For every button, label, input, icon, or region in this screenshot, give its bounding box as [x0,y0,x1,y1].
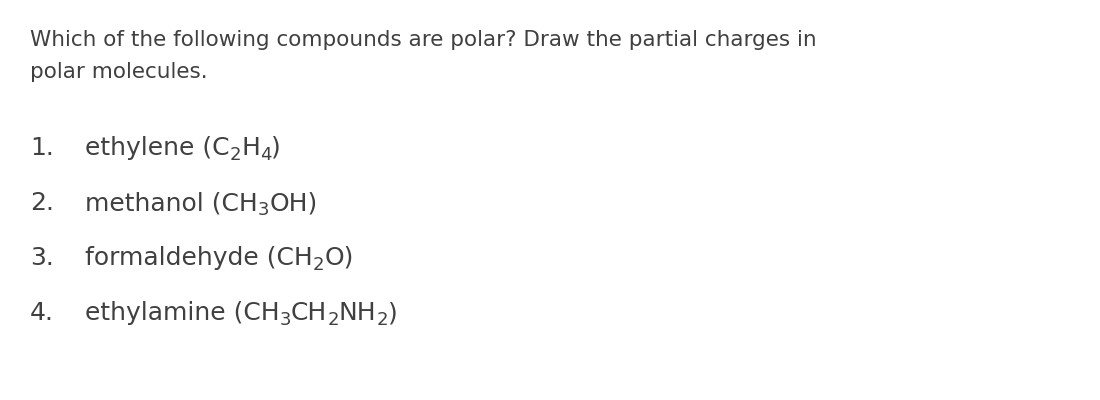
Text: 2: 2 [328,311,339,329]
Text: H: H [241,136,260,160]
Text: CH: CH [292,301,328,325]
Text: ): ) [272,136,282,160]
Text: ): ) [388,301,398,325]
Text: 3.: 3. [30,246,54,270]
Text: NH: NH [339,301,376,325]
Text: 2: 2 [230,146,241,164]
Text: 2: 2 [376,311,388,329]
Text: OH): OH) [270,191,318,215]
Text: formaldehyde (CH: formaldehyde (CH [85,246,312,270]
Text: O): O) [324,246,353,270]
Text: 2: 2 [312,256,324,274]
Text: ethylamine (CH: ethylamine (CH [85,301,279,325]
Text: methanol (CH: methanol (CH [85,191,257,215]
Text: polar molecules.: polar molecules. [30,62,208,82]
Text: 1.: 1. [30,136,54,160]
Text: 4: 4 [260,146,272,164]
Text: ethylene (C: ethylene (C [85,136,230,160]
Text: 2.: 2. [30,191,54,215]
Text: 3: 3 [257,201,270,219]
Text: 4.: 4. [30,301,54,325]
Text: 3: 3 [279,311,292,329]
Text: Which of the following compounds are polar? Draw the partial charges in: Which of the following compounds are pol… [30,30,816,50]
